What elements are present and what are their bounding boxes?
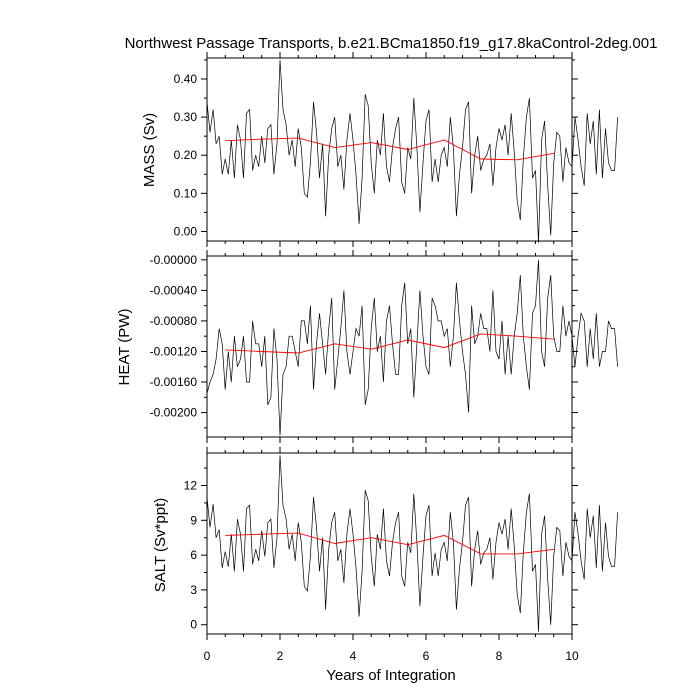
- heat-x-axis: [206, 250, 573, 443]
- mass-y-tick-label: 0.10: [174, 186, 198, 200]
- salt-y-label: SALT (Sv*ppt): [152, 498, 169, 592]
- heat-plot-frame: [206, 255, 573, 438]
- salt-y-tick-label: 3: [190, 583, 197, 597]
- heat-y-axis: -0.00000 -0.00040 -0.00080 -0.00120 -0.00160…: [150, 253, 578, 429]
- x-tick-label: 2: [277, 649, 284, 663]
- mass-y-axis: 0.40 0.30 0.20 0.10 0.00: [174, 59, 578, 238]
- mass-monthly-series: [206, 59, 618, 243]
- x-tick-label: 6: [423, 649, 430, 663]
- heat-annual-mean-series: [225, 333, 554, 354]
- x-tick-label: 0: [204, 649, 211, 663]
- salt-x-axis: 0 2 4 6 8 10: [204, 447, 579, 663]
- heat-y-tick-label: -0.00080: [150, 314, 198, 328]
- x-tick-label: 10: [565, 649, 579, 663]
- salt-y-tick-label: 9: [190, 513, 197, 527]
- heat-panel: -0.00000 -0.00040 -0.00080 -0.00120 -0.00160…: [116, 250, 618, 443]
- mass-panel: 0.40 0.30 0.20 0.10 0.00 MASS (Sv): [141, 52, 618, 247]
- mass-y-tick-label: 0.30: [174, 110, 198, 124]
- x-tick-label: 4: [350, 649, 357, 663]
- mass-plot-frame: [206, 57, 573, 242]
- salt-y-tick-label: 6: [190, 548, 197, 562]
- mass-y-label: MASS (Sv): [141, 113, 158, 187]
- heat-y-tick-label: -0.00160: [150, 375, 198, 389]
- mass-y-tick-label: 0.20: [174, 148, 198, 162]
- x-axis-label: Years of Integration: [326, 667, 456, 684]
- salt-y-axis: 12 9 6 3 0: [184, 467, 578, 632]
- mass-y-tick-label: 0.00: [174, 224, 198, 238]
- salt-y-tick-label: 12: [184, 478, 198, 492]
- heat-monthly-series: [206, 259, 618, 436]
- mass-y-tick-label: 0.40: [174, 72, 198, 86]
- salt-annual-mean-series: [225, 532, 554, 555]
- heat-y-tick-label: -0.00200: [150, 406, 198, 420]
- heat-y-tick-label: -0.00000: [150, 253, 198, 267]
- salt-plot-frame: [206, 452, 573, 635]
- heat-y-tick-label: -0.00120: [150, 344, 198, 358]
- mass-x-axis: [206, 52, 573, 247]
- salt-y-tick-label: 0: [190, 618, 197, 632]
- heat-y-label: HEAT (PW): [116, 309, 133, 386]
- chart-title: Northwest Passage Transports, b.e21.BCma…: [125, 35, 658, 52]
- heat-y-tick-label: -0.00040: [150, 283, 198, 297]
- salt-monthly-series: [206, 455, 618, 632]
- x-tick-label: 8: [496, 649, 503, 663]
- salt-panel: 12 9 6 3 0 0 2 4 6 8 10 SALT (Sv*ppt): [152, 447, 618, 663]
- mass-annual-mean-series: [225, 137, 554, 161]
